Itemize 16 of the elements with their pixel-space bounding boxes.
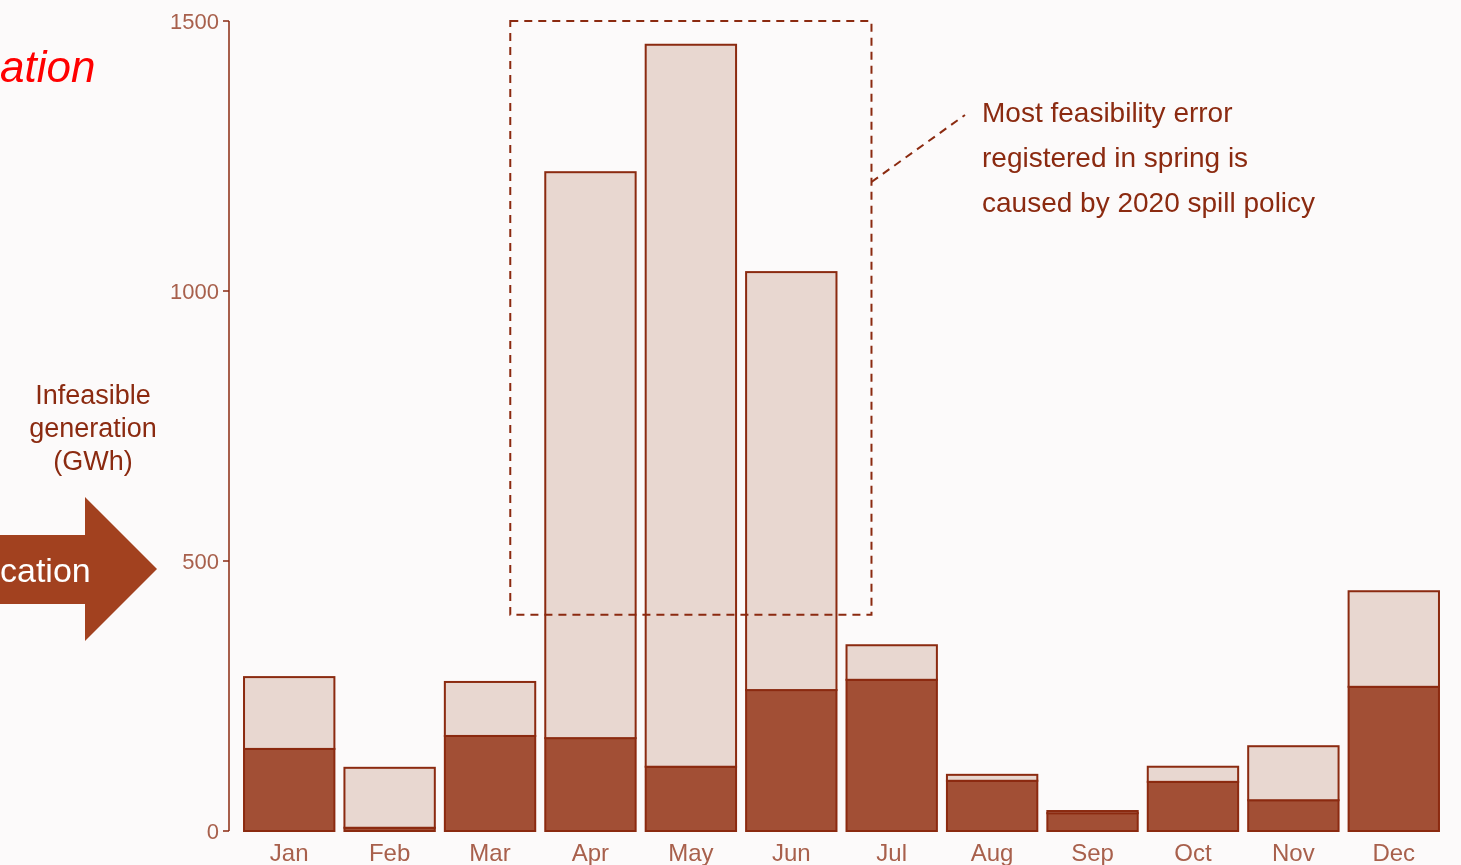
x-tick-label: Mar xyxy=(469,839,511,865)
x-tick-label: Jan xyxy=(269,839,309,865)
y-tick-label: 1500 xyxy=(170,8,219,34)
x-tick-label: Nov xyxy=(1272,839,1315,865)
text: cation xyxy=(0,551,91,589)
x-tick-label: Oct xyxy=(1174,839,1212,865)
text: ation xyxy=(0,42,96,91)
y-tick-label: 0 xyxy=(206,818,219,844)
y-tick-label: 500 xyxy=(182,548,219,574)
y-tick-label: 1000 xyxy=(170,278,219,304)
x-tick-label: Jun xyxy=(771,839,811,865)
x-tick-label: Dec xyxy=(1372,839,1416,865)
x-tick-label: Feb xyxy=(368,839,411,865)
annotation: Most feasibility error registered in spring is caused by 2020 spill policy xyxy=(982,97,1316,218)
y-axis-title: Infeasible generation (GWh) xyxy=(29,380,157,476)
x-tick-label: Jul xyxy=(876,839,908,865)
